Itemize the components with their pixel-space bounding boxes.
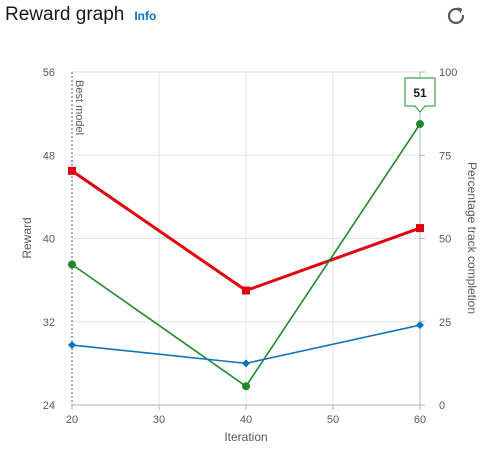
y2-tick-label-3: 75 xyxy=(439,150,451,162)
y2-tick-label-1: 25 xyxy=(439,317,451,329)
y2-tick-label-4: 100 xyxy=(439,67,457,79)
y-tick-label-3: 48 xyxy=(43,150,55,162)
series-0-point-1 xyxy=(242,286,250,295)
x-tick-label-0: 20 xyxy=(66,414,78,426)
best-model-label: Best model xyxy=(73,80,85,135)
series-0-point-2 xyxy=(416,224,424,233)
tooltip-value: 51 xyxy=(413,86,427,100)
series-1-point-1 xyxy=(242,382,250,391)
info-link[interactable]: Info xyxy=(134,9,157,23)
y-axis-title: Reward xyxy=(20,217,34,258)
series-1-point-2 xyxy=(416,120,424,129)
series-1-point-0 xyxy=(68,260,76,269)
y-tick-label-1: 32 xyxy=(43,317,55,329)
y-tick-label-0: 24 xyxy=(43,400,55,412)
tick-labels: 20 30 40 50 60 24 32 40 48 56 0 25 50 75 100 xyxy=(43,67,458,426)
series-2-point-0 xyxy=(68,341,76,350)
refresh-button[interactable] xyxy=(444,4,468,28)
series-2-point-1 xyxy=(242,359,250,368)
x-tick-label-3: 50 xyxy=(327,414,339,426)
series-layer xyxy=(68,120,424,391)
y2-axis-title: Percentage track completion xyxy=(465,162,479,314)
y2-tick-label-0: 0 xyxy=(439,400,445,412)
y-tick-label-4: 56 xyxy=(43,67,55,79)
x-tick-label-1: 30 xyxy=(153,414,165,426)
tooltip: 51 xyxy=(404,77,436,113)
series-0-point-0 xyxy=(68,166,76,175)
chart-header: Reward graph Info xyxy=(5,4,156,30)
x-tick-label-4: 60 xyxy=(414,414,426,426)
page-title: Reward graph xyxy=(5,4,125,25)
best-model-annotation: Best model xyxy=(71,72,85,405)
tooltip-box xyxy=(404,77,436,113)
refresh-icon xyxy=(447,7,465,25)
y-tick-label-2: 40 xyxy=(43,234,55,246)
x-axis-title: Iteration xyxy=(224,430,267,444)
series-2-point-2 xyxy=(416,321,424,330)
y2-tick-label-2: 50 xyxy=(439,234,451,246)
grid xyxy=(72,71,421,405)
x-tick-label-2: 40 xyxy=(240,414,252,426)
